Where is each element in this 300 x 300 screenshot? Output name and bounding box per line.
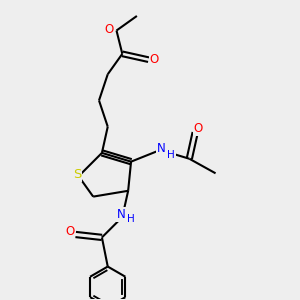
- Text: H: H: [127, 214, 135, 224]
- Text: H: H: [167, 150, 175, 160]
- Text: O: O: [150, 53, 159, 66]
- Text: O: O: [105, 22, 114, 36]
- Text: N: N: [116, 208, 125, 220]
- Text: O: O: [194, 122, 203, 135]
- Text: S: S: [73, 168, 81, 181]
- Text: N: N: [157, 142, 166, 155]
- Text: O: O: [65, 225, 74, 238]
